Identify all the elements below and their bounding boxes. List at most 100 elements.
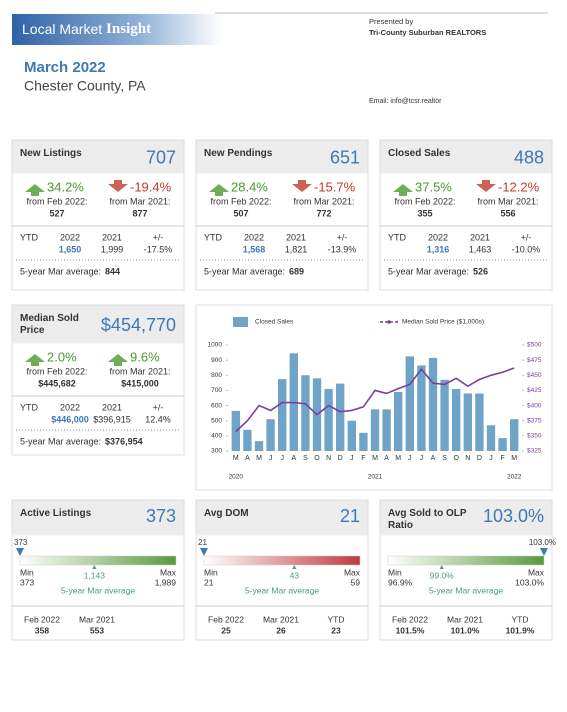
card-header (12, 305, 184, 344)
gauge-average-label: 5-year Mar average (245, 585, 319, 595)
card-title-box: Closed Sales (388, 148, 451, 159)
x-group-label: 2020 (229, 474, 244, 481)
change-label: from Mar 2021: (293, 196, 354, 206)
stat-value: 553 (90, 625, 104, 635)
arrow-down (476, 180, 496, 192)
gauge-max-label: Max (528, 567, 545, 577)
ytd-column: +/- (521, 232, 532, 242)
y2-tick-label: $425 (527, 387, 542, 394)
x-tick-label: M (256, 455, 262, 462)
brand: Local Market Insight (22, 21, 151, 38)
average-value: 844 (105, 266, 120, 276)
stat-label: Mar 2021 (263, 614, 299, 624)
card-value: 21 (340, 506, 360, 526)
y2-tick-label: $450 (527, 372, 542, 379)
bar (394, 391, 403, 451)
card-value: $454,770 (101, 315, 176, 335)
change-label: from Feb 2022: (26, 196, 87, 206)
change-value: 772 (316, 208, 331, 218)
chart-box (195, 304, 553, 491)
card-title: Closed Sales (388, 148, 451, 159)
card-value: 651 (330, 147, 360, 167)
gauge-average (292, 565, 297, 569)
gauge-marker-label: 373 (14, 538, 28, 547)
bar (347, 420, 356, 451)
legend-dot (387, 320, 391, 324)
change-value: $445,682 (38, 378, 76, 388)
bar (324, 388, 333, 451)
ytd-label: YTD (20, 402, 39, 412)
x-group-label: 2021 (368, 474, 383, 481)
ytd-value: $396,915 (93, 414, 131, 424)
change-value: 556 (500, 208, 515, 218)
x-tick-label: A (384, 455, 389, 462)
x-tick-label: J (420, 455, 424, 462)
stat-value: 101.5% (396, 625, 425, 635)
ytd-value: 1,999 (101, 244, 124, 254)
x-tick-label: J (489, 455, 493, 462)
brand-bold: Insight (106, 21, 151, 37)
x-tick-label: O (314, 455, 320, 462)
change-value: $415,000 (121, 378, 159, 388)
line (235, 367, 515, 433)
y2-tick-label: $400 (527, 402, 542, 409)
card-header (12, 500, 184, 536)
stat-label: YTD (328, 614, 345, 624)
gauge-marker (200, 548, 208, 556)
gauge-min-label: Min (20, 567, 34, 577)
x-tick-label: S (442, 455, 447, 462)
card-value: 707 (146, 147, 176, 167)
y-tick-label: 500 (211, 417, 222, 424)
change-label: from Feb 2022: (394, 196, 455, 206)
card-title: Median Sold Price (20, 313, 79, 336)
header-band (12, 14, 222, 45)
ytd-column: +/- (153, 232, 164, 242)
change-pct: -19.4% (130, 179, 172, 194)
bar (254, 441, 264, 451)
presented-by: Presented by (369, 17, 413, 26)
location: Chester County, PA (24, 78, 146, 94)
card-header (196, 140, 368, 174)
average-value: 689 (289, 266, 304, 276)
ytd-value: 1,316 (427, 244, 450, 254)
card-title: New Pendings (204, 148, 273, 159)
bar (336, 383, 345, 451)
card-title-box: Avg Sold to OLP Ratio (388, 508, 466, 531)
change-label: from Mar 2021: (109, 196, 170, 206)
average-label: 5-year Mar average: (204, 266, 285, 276)
gauge-average-label: 5-year Mar average (429, 585, 503, 595)
brand-text: Local Market (22, 21, 106, 37)
card-title: Active Listings (20, 508, 92, 519)
card-header (196, 500, 368, 536)
x-tick-label: N (326, 455, 331, 462)
x-tick-label: J (280, 455, 284, 462)
gauge-marker-label: 103.0% (529, 538, 556, 547)
y-tick-label: 900 (211, 357, 222, 364)
x-tick-label: M (372, 455, 378, 462)
x-tick-label: A (431, 455, 436, 462)
change-value: 877 (132, 208, 147, 218)
ytd-value: -17.5% (144, 244, 173, 254)
ytd-label: YTD (388, 232, 407, 242)
bar (440, 379, 449, 451)
stat-value: 25 (221, 625, 231, 635)
change-pct: 34.2% (47, 179, 84, 194)
y2-tick-label: $375 (527, 417, 542, 424)
legend-label: Median Sold Price ($1,000s) (402, 319, 484, 326)
change-label: from Mar 2021: (109, 366, 170, 376)
ytd-column: +/- (153, 402, 164, 412)
gauge-max: 1,989 (155, 577, 177, 587)
ytd-value: $446,000 (51, 414, 89, 424)
change-label: from Feb 2022: (210, 196, 271, 206)
change-pct: 28.4% (231, 179, 268, 194)
y-tick-label: 400 (211, 433, 222, 440)
card-header (380, 140, 552, 174)
bar (370, 409, 380, 451)
change-pct: 2.0% (47, 349, 77, 364)
x-group-label: 2022 (507, 474, 522, 481)
gauge-average (439, 565, 444, 569)
x-tick-label: F (500, 455, 504, 462)
stat-value: 101.9% (506, 625, 535, 635)
y-tick-label: 800 (211, 372, 222, 379)
stat-label: Feb 2022 (392, 614, 428, 624)
